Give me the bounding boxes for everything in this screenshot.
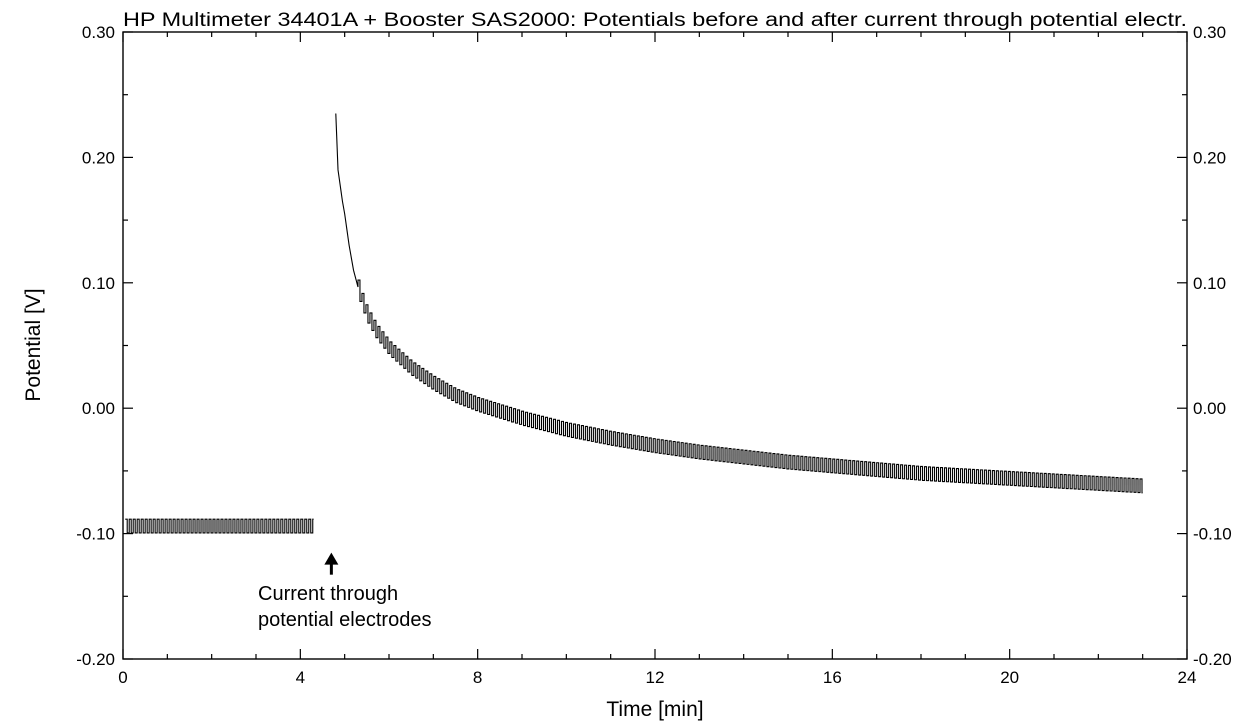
x-axis-title: Time [min] (606, 698, 703, 721)
plot-frame (122, 31, 1188, 660)
x-tick-label: 12 (646, 668, 665, 687)
y-tick-label-right: -0.20 (1193, 650, 1232, 669)
x-tick-label: 8 (473, 668, 482, 687)
y-tick-label-left: 0.10 (82, 274, 115, 293)
x-tick-label: 4 (296, 668, 305, 687)
series-layer (125, 113, 1143, 534)
annotation-layer: Current through potential electrodes (258, 552, 431, 631)
y-tick-label-right: -0.10 (1193, 525, 1232, 544)
y-tick-label-left: 0.30 (82, 23, 115, 42)
x-tick-label: 16 (823, 668, 842, 687)
y-tick-label-left: 0.00 (82, 399, 115, 418)
y-tick-label-right: 0.10 (1193, 274, 1226, 293)
y-tick-label-left: -0.10 (76, 525, 115, 544)
y-tick-label-left: 0.20 (82, 148, 115, 167)
y-tick-label-right: 0.20 (1193, 148, 1226, 167)
x-tick-label: 24 (1178, 668, 1197, 687)
axis-tick-labels: 0 4 8 12 16 20 24-0.20 -0.20-0.10 -0.100.00 0.000… (76, 23, 1232, 687)
annotation-text-line: Current through (258, 583, 398, 605)
y-tick-label-right: 0.00 (1193, 399, 1226, 418)
x-tick-label: 0 (118, 668, 127, 687)
y-axis-title: Potential [V] (22, 288, 45, 401)
annotation-text-line: potential electrodes (258, 609, 431, 631)
y-tick-label-right: 0.30 (1193, 23, 1226, 42)
y-tick-label-left: -0.20 (76, 650, 115, 669)
chart-title: HP Multimeter 34401A + Booster SAS2000: … (123, 10, 1187, 31)
series-line-after (335, 113, 1143, 494)
axis-ticks (122, 31, 1188, 660)
x-tick-label: 20 (1000, 668, 1019, 687)
annotation-arrow-head (324, 552, 339, 565)
series-line-before (125, 518, 314, 534)
